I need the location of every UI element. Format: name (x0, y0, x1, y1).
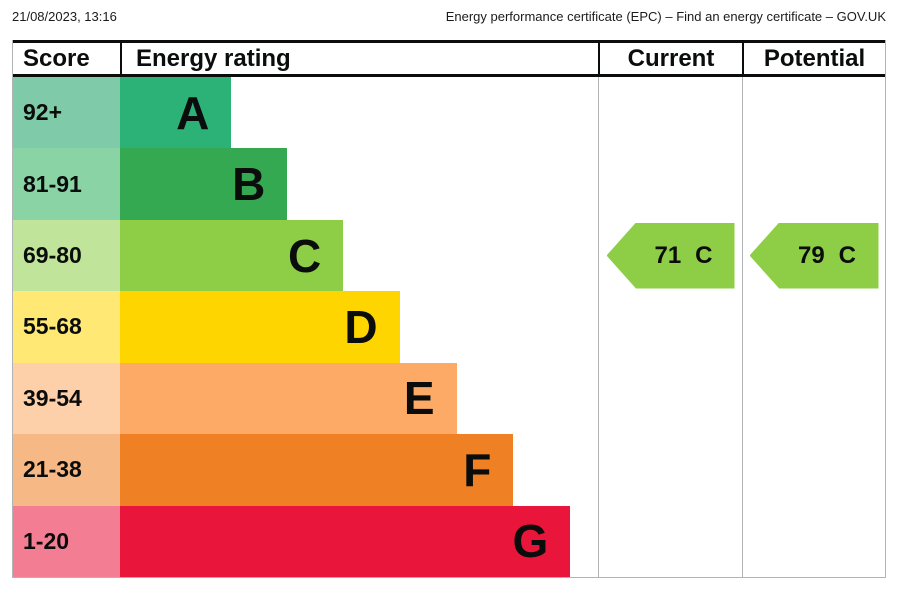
band-row-e: 39-54 E (13, 362, 885, 435)
band-row-d: 55-68 D (13, 291, 885, 363)
header-score: Score (23, 44, 90, 72)
band-row-f: 21-38 F (13, 434, 885, 506)
header-potential: Potential (742, 43, 885, 74)
potential-column-cell (742, 77, 885, 149)
band-row-g: 1-20 G (13, 505, 885, 577)
band-bar-track: A (120, 77, 598, 149)
band-bar-track: E (120, 362, 598, 435)
band-letter-e: E (403, 372, 435, 425)
band-score-range: 21-38 (13, 434, 120, 506)
potential-column-cell (742, 505, 885, 577)
current-rating-value: 71 (654, 241, 682, 269)
band-letter-c: C (287, 229, 322, 282)
band-bar-b: B (120, 148, 288, 220)
band-row-c: 69-80 C 71 C 79 C (13, 219, 885, 292)
band-row-b: 81-91 B (13, 148, 885, 220)
potential-column-cell (742, 291, 885, 363)
band-bar-a: A (120, 77, 232, 149)
band-bar-f: F (120, 434, 514, 506)
band-bar-track: F (120, 434, 598, 506)
current-column-cell (598, 148, 742, 220)
potential-rating-value: 79 (797, 241, 825, 269)
potential-rating-arrow: 79 C (749, 222, 879, 289)
potential-column-cell (742, 434, 885, 506)
potential-column-cell (742, 362, 885, 435)
band-bar-g: G (120, 505, 571, 577)
current-column-cell (598, 77, 742, 149)
band-bar-c: C (120, 219, 344, 292)
band-bar-d: D (120, 291, 400, 363)
band-row-a: 92+ A (13, 77, 885, 149)
current-column-cell (598, 362, 742, 435)
epc-rating-chart: Score Energy rating Current Potential 92… (12, 40, 886, 578)
current-rating-arrow: 71 C (606, 222, 735, 289)
band-letter-d: D (344, 300, 378, 353)
band-bar-track: C (120, 219, 598, 292)
potential-rating-band: C (838, 241, 857, 269)
potential-column-cell (742, 148, 885, 220)
band-bar-track: B (120, 148, 598, 220)
band-score-range: 55-68 (13, 291, 120, 363)
chart-body: 92+ A 81-91 B 69-80 C (13, 77, 885, 577)
print-timestamp: 21/08/2023, 13:16 (12, 9, 117, 24)
header-current: Current (598, 43, 742, 74)
current-column-cell (598, 434, 742, 506)
potential-column-cell: 79 C (742, 219, 885, 292)
band-score-range: 69-80 (13, 219, 120, 292)
current-column-cell (598, 505, 742, 577)
band-score-range: 1-20 (13, 505, 120, 577)
band-letter-b: B (232, 158, 266, 211)
band-bar-track: G (120, 505, 598, 577)
band-letter-g: G (512, 515, 549, 568)
print-page-title: Energy performance certificate (EPC) – F… (445, 9, 886, 24)
band-bar-track: D (120, 291, 598, 363)
band-score-range: 92+ (13, 77, 120, 149)
header-energy-rating: Energy rating (120, 43, 598, 74)
band-bar-e: E (120, 362, 457, 435)
chart-header-row: Score Energy rating Current Potential (13, 40, 885, 77)
band-letter-f: F (463, 443, 492, 496)
current-column-cell (598, 291, 742, 363)
current-column-cell: 71 C (598, 219, 742, 292)
band-score-range: 81-91 (13, 148, 120, 220)
current-rating-band: C (695, 241, 713, 269)
band-letter-a: A (176, 86, 210, 139)
band-score-range: 39-54 (13, 362, 120, 435)
